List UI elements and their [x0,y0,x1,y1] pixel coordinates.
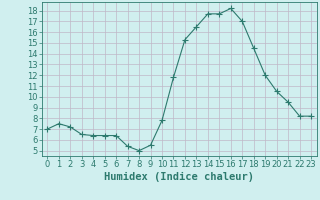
X-axis label: Humidex (Indice chaleur): Humidex (Indice chaleur) [104,172,254,182]
